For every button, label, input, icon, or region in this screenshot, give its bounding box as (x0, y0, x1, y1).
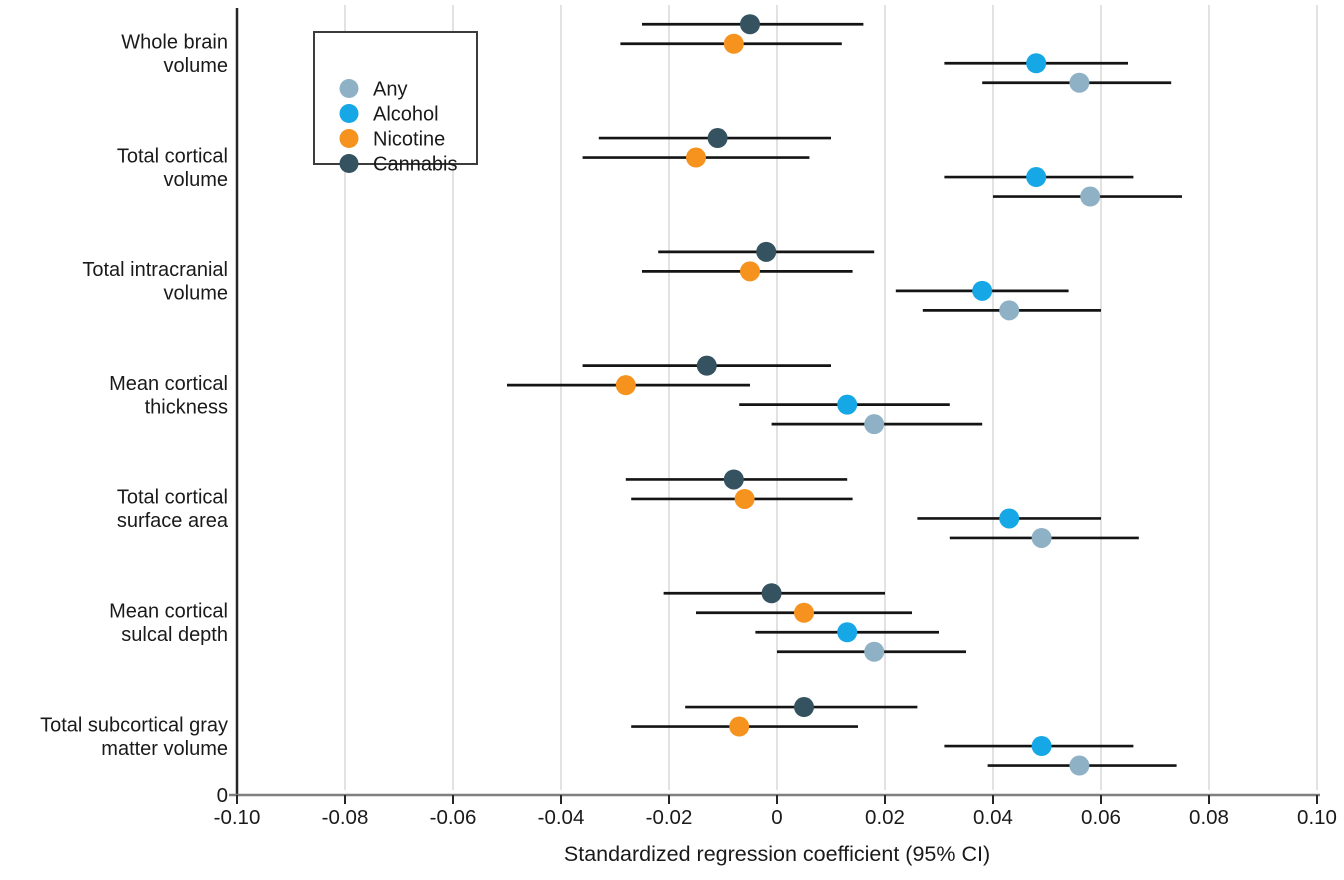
data-point-dot-alcohol (837, 394, 858, 415)
category-label: Mean cortical thickness (109, 373, 228, 419)
category-label: Total intracranial volume (82, 259, 228, 305)
category-label: Total cortical volume (117, 145, 228, 191)
data-point-dot-nicotine (686, 147, 706, 168)
category-label: Mean cortical sulcal depth (109, 601, 228, 647)
y-origin-label: 0 (217, 784, 228, 807)
data-point-dot-cannabis (756, 241, 777, 262)
x-tick-label: -0.08 (322, 806, 369, 829)
data-point-dot-cannabis (740, 14, 760, 35)
data-point-dot-cannabis (761, 583, 782, 604)
legend-label-cannabis: Cannabis (373, 154, 458, 176)
data-point-dot-nicotine (794, 602, 814, 623)
data-point-dot-alcohol (837, 622, 858, 643)
category-label: Total cortical surface area (117, 487, 229, 533)
data-point-dot-any (864, 641, 885, 662)
x-tick-label: -0.04 (538, 806, 585, 829)
data-point-dot-alcohol (1026, 167, 1047, 188)
category-label: Total subcortical gray matter volume (40, 714, 228, 760)
x-tick-label: 0 (771, 806, 782, 829)
x-tick-label: -0.02 (646, 806, 693, 829)
data-point-dot-any (1069, 72, 1090, 93)
category-labels: Whole brain volume Total cortical volume Tot… (40, 32, 229, 760)
data-point-dot-nicotine (615, 375, 636, 396)
data-point-dot-any (999, 300, 1020, 321)
legend-label-any: Any (373, 79, 407, 101)
legend-dot-cannabis (339, 154, 359, 173)
data-point-dot-any (1069, 755, 1090, 776)
gridlines (344, 5, 1318, 790)
legend: Any Alcohol Nicotine Cannabis (313, 31, 478, 176)
x-tick-label: 0.10 (1297, 806, 1337, 829)
data-point-dot-alcohol (1031, 736, 1052, 757)
x-tick-label: -0.10 (214, 806, 261, 829)
data-point-dot-nicotine (723, 33, 744, 54)
data-point-dot-cannabis (707, 128, 728, 149)
x-tick-label: 0.02 (865, 806, 905, 829)
x-tick-label: 0.06 (1081, 806, 1121, 829)
legend-dot-any (339, 79, 359, 98)
category-label: Whole brain volume (121, 32, 228, 78)
data-point-dot-alcohol (972, 280, 993, 301)
data-points (615, 14, 1101, 776)
x-axis: -0.10 -0.08 -0.06 -0.04 -0.02 0 0.02 0.04 0.06 0.… (214, 784, 1337, 829)
data-point-dot-nicotine (729, 716, 750, 737)
x-tick-label: -0.06 (430, 806, 477, 829)
data-point-dot-alcohol (1026, 53, 1047, 74)
legend-dot-nicotine (339, 129, 359, 148)
data-point-dot-cannabis (723, 469, 744, 490)
x-tick-label: 0.04 (973, 806, 1013, 829)
ci-lines (507, 22, 1182, 767)
data-point-dot-any (1080, 186, 1101, 207)
data-point-dot-cannabis (696, 355, 717, 376)
data-point-dot-nicotine (734, 488, 755, 509)
data-point-dot-any (864, 414, 885, 435)
x-tick-label: 0.08 (1189, 806, 1229, 829)
legend-dot-alcohol (339, 104, 359, 123)
legend-label-alcohol: Alcohol (373, 104, 439, 126)
data-point-dot-nicotine (740, 261, 760, 282)
data-point-dot-cannabis (794, 697, 814, 718)
x-axis-title: Standardized regression coefficient (95%… (564, 842, 990, 866)
legend-label-nicotine: Nicotine (373, 129, 445, 151)
data-point-dot-any (1031, 527, 1052, 548)
data-point-dot-alcohol (999, 508, 1020, 529)
